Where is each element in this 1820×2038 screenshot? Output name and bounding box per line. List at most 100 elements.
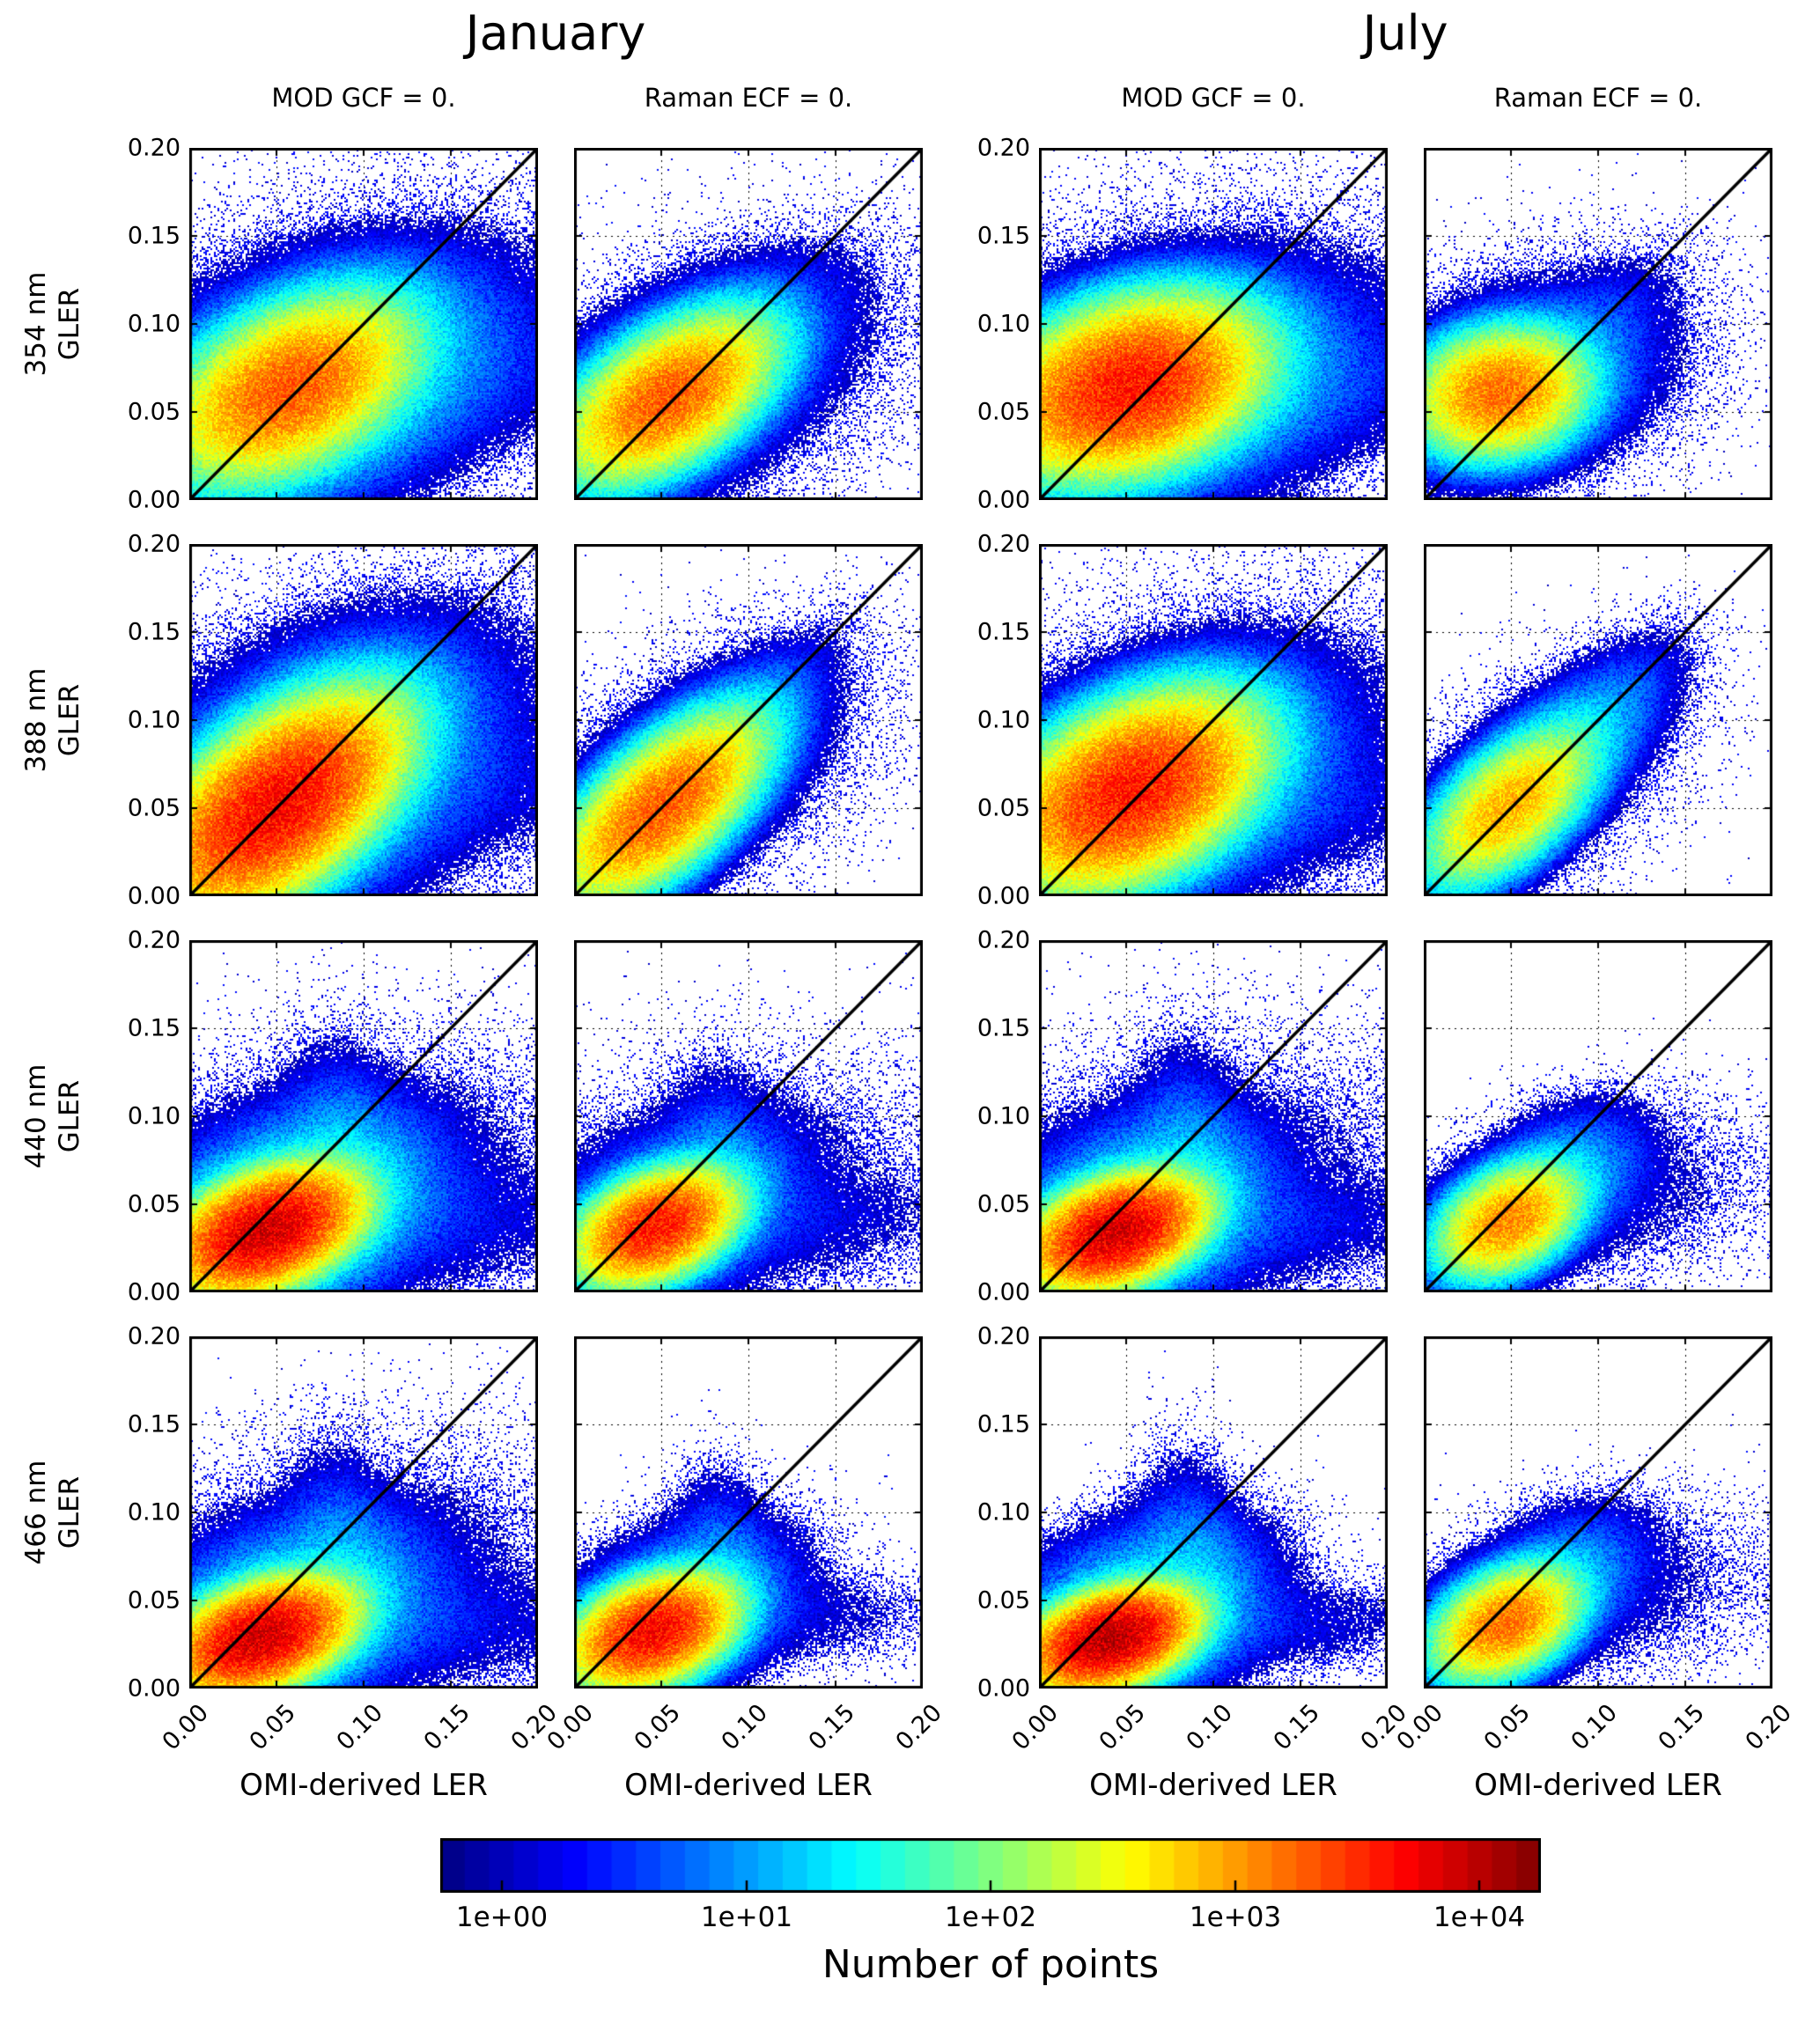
y-tick-label: 0.10 bbox=[127, 1498, 181, 1527]
y-tick-label: 0.15 bbox=[127, 1014, 181, 1042]
y-tick-label: 0.00 bbox=[127, 486, 181, 514]
y-tick-label: 0.05 bbox=[127, 1190, 181, 1218]
panel-354-july-mod bbox=[1039, 148, 1388, 500]
group-title-july: July bbox=[1362, 5, 1448, 61]
row-label-466-gler: GLER bbox=[54, 1475, 85, 1549]
y-tick-label: 0.20 bbox=[127, 1322, 181, 1350]
row-label-440-gler: GLER bbox=[54, 1079, 85, 1153]
y-tick-label: 0.05 bbox=[976, 1190, 1030, 1218]
density-canvas-466-january-raman bbox=[574, 1336, 923, 1689]
x-tick-label: 0.05 bbox=[1094, 1699, 1151, 1756]
panel-388-july-mod bbox=[1039, 544, 1388, 896]
density-canvas-440-january-mod bbox=[189, 940, 538, 1292]
colorbar-tick-1e04: 1e+04 bbox=[1433, 1902, 1526, 1933]
y-tick-label: 0.00 bbox=[976, 1278, 1030, 1306]
density-canvas-466-july-mod bbox=[1039, 1336, 1388, 1689]
y-tick-label: 0.00 bbox=[976, 882, 1030, 910]
row-label-388-gler: GLER bbox=[54, 683, 85, 757]
y-tick-label: 0.15 bbox=[127, 222, 181, 250]
x-tick-label: 0.05 bbox=[629, 1699, 686, 1756]
x-tick-label: 0.15 bbox=[418, 1699, 475, 1756]
y-tick-label: 0.00 bbox=[127, 882, 181, 910]
y-tick-label: 0.05 bbox=[127, 1586, 181, 1615]
density-canvas-354-january-mod bbox=[189, 148, 538, 500]
colorbar-tick-1e00: 1e+00 bbox=[455, 1902, 549, 1933]
row-label-440-wavelength: 440 nm bbox=[20, 1063, 52, 1169]
y-tick-label: 0.00 bbox=[127, 1278, 181, 1306]
x-tick-label: 0.15 bbox=[803, 1699, 860, 1756]
panel-466-january-mod bbox=[189, 1336, 538, 1689]
y-tick-label: 0.15 bbox=[976, 618, 1030, 646]
y-tick-label: 0.15 bbox=[127, 1410, 181, 1438]
column-title-july-raman: Raman ECF = 0. bbox=[1493, 83, 1703, 113]
x-axis-label-jan-mod: OMI-derived LER bbox=[239, 1768, 488, 1803]
row-label-388nm-gler: 388 nm GLER bbox=[19, 668, 86, 773]
y-tick-label: 0.20 bbox=[976, 1322, 1030, 1350]
panel-388-january-mod bbox=[189, 544, 538, 896]
density-canvas-388-july-raman bbox=[1424, 544, 1772, 896]
x-tick-label: 0.15 bbox=[1653, 1699, 1710, 1756]
panel-466-july-raman bbox=[1424, 1336, 1772, 1689]
y-tick-label: 0.10 bbox=[976, 310, 1030, 338]
row-label-440nm-gler: 440 nm GLER bbox=[19, 1064, 86, 1169]
y-tick-label: 0.10 bbox=[976, 706, 1030, 734]
x-tick-label: 0.20 bbox=[1740, 1699, 1797, 1756]
row-label-466nm-gler: 466 nm GLER bbox=[19, 1460, 86, 1565]
colorbar-tick-1e01: 1e+01 bbox=[700, 1902, 793, 1933]
x-tick-label: 0.05 bbox=[244, 1699, 301, 1756]
panel-440-july-raman bbox=[1424, 940, 1772, 1292]
x-tick-label: 0.10 bbox=[1566, 1699, 1623, 1756]
y-tick-label: 0.00 bbox=[976, 1674, 1030, 1703]
column-title-july-mod: MOD GCF = 0. bbox=[1121, 83, 1306, 113]
panel-440-january-raman bbox=[574, 940, 923, 1292]
panel-466-january-raman bbox=[574, 1336, 923, 1689]
row-label-354-gler: GLER bbox=[54, 287, 85, 361]
y-tick-label: 0.05 bbox=[976, 794, 1030, 822]
x-tick-label: 0.00 bbox=[157, 1699, 214, 1756]
panel-388-july-raman bbox=[1424, 544, 1772, 896]
y-tick-label: 0.00 bbox=[976, 486, 1030, 514]
y-tick-label: 0.20 bbox=[127, 926, 181, 954]
y-tick-label: 0.10 bbox=[127, 1102, 181, 1130]
panel-354-july-raman bbox=[1424, 148, 1772, 500]
density-canvas-354-january-raman bbox=[574, 148, 923, 500]
x-axis-label-july-mod: OMI-derived LER bbox=[1089, 1768, 1337, 1803]
y-tick-label: 0.10 bbox=[127, 310, 181, 338]
density-canvas-466-july-raman bbox=[1424, 1336, 1772, 1689]
y-tick-label: 0.15 bbox=[976, 222, 1030, 250]
y-tick-label: 0.20 bbox=[127, 134, 181, 162]
x-axis-label-jan-raman: OMI-derived LER bbox=[624, 1768, 873, 1803]
x-tick-label: 0.20 bbox=[890, 1699, 947, 1756]
column-title-jan-raman: Raman ECF = 0. bbox=[644, 83, 853, 113]
y-tick-label: 0.05 bbox=[976, 1586, 1030, 1615]
row-label-388-wavelength: 388 nm bbox=[20, 667, 52, 773]
y-tick-label: 0.15 bbox=[127, 618, 181, 646]
x-tick-label: 0.15 bbox=[1268, 1699, 1325, 1756]
density-canvas-388-january-raman bbox=[574, 544, 923, 896]
colorbar-label: Number of points bbox=[822, 1942, 1160, 1987]
y-tick-label: 0.10 bbox=[127, 706, 181, 734]
y-tick-label: 0.20 bbox=[976, 530, 1030, 558]
x-tick-label: 0.10 bbox=[716, 1699, 773, 1756]
y-tick-label: 0.05 bbox=[127, 398, 181, 426]
panel-440-january-mod bbox=[189, 940, 538, 1292]
group-title-january: January bbox=[465, 5, 646, 61]
density-canvas-466-january-mod bbox=[189, 1336, 538, 1689]
x-tick-label: 0.05 bbox=[1478, 1699, 1536, 1756]
panel-354-january-raman bbox=[574, 148, 923, 500]
colorbar-gradient bbox=[440, 1838, 1541, 1893]
y-tick-label: 0.05 bbox=[976, 398, 1030, 426]
row-label-354nm-gler: 354 nm GLER bbox=[19, 272, 86, 377]
x-tick-label: 0.10 bbox=[1181, 1699, 1238, 1756]
colorbar-tick-1e02: 1e+02 bbox=[944, 1902, 1037, 1933]
density-canvas-388-january-mod bbox=[189, 544, 538, 896]
density-canvas-354-july-mod bbox=[1039, 148, 1388, 500]
panel-388-january-raman bbox=[574, 544, 923, 896]
y-tick-label: 0.15 bbox=[976, 1410, 1030, 1438]
y-tick-label: 0.20 bbox=[127, 530, 181, 558]
y-tick-label: 0.05 bbox=[127, 794, 181, 822]
panel-466-july-mod bbox=[1039, 1336, 1388, 1689]
y-tick-label: 0.00 bbox=[127, 1674, 181, 1703]
panel-354-january-mod bbox=[189, 148, 538, 500]
